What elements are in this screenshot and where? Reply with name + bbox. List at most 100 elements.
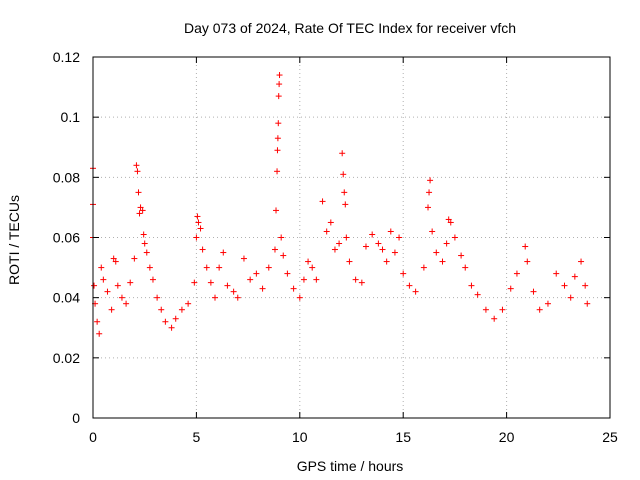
data-point [284,270,291,277]
data-point [98,264,105,271]
data-point [134,168,141,175]
data-point [278,234,285,241]
data-point [274,135,281,142]
data-point [224,282,231,289]
data-point [491,315,498,322]
data-point [429,228,436,235]
data-point [216,264,223,271]
data-point [265,264,272,271]
x-axis-label: GPS time / hours [297,458,404,474]
data-point [406,282,413,289]
data-point [522,243,529,250]
data-point [247,276,254,283]
data-point [191,279,198,286]
data-point [240,255,247,262]
data-point [112,258,119,265]
data-point [158,306,165,313]
data-point [274,147,281,154]
data-point [197,225,204,232]
data-point [358,279,365,286]
data-point [468,282,475,289]
data-point [343,234,350,241]
data-point [336,240,343,247]
data-point [507,285,514,292]
data-point [275,120,282,127]
data-point [462,264,469,271]
data-point [195,219,202,226]
data-point [567,294,574,301]
data-point [136,210,143,217]
data-point [426,189,433,196]
x-tick-label: 10 [292,429,308,445]
data-point [396,234,403,241]
data-point [383,258,390,265]
data-point [114,282,121,289]
data-point [108,306,115,313]
data-point [561,282,568,289]
chart-title: Day 073 of 2024, Rate Of TEC Index for r… [184,20,516,36]
scatter-points [90,72,591,337]
data-point [110,255,117,262]
data-point [135,189,142,196]
y-tick-label: 0 [72,410,80,426]
x-tick-label: 25 [602,429,618,445]
data-point [300,276,307,283]
data-point [342,201,349,208]
data-point [193,234,200,241]
data-point [162,318,169,325]
data-point [253,270,260,277]
y-tick-label: 0.06 [53,230,80,246]
y-tick-label: 0.02 [53,350,80,366]
data-point [230,288,237,295]
data-point [100,276,107,283]
data-point [104,288,111,295]
data-point [133,162,140,169]
data-point [323,228,330,235]
data-point [234,294,241,301]
axis-ticks [92,56,611,419]
data-point [341,189,348,196]
data-point [139,207,146,214]
data-point [379,246,386,253]
y-tick-label: 0.04 [53,290,80,306]
data-point [362,243,369,250]
data-point [513,270,520,277]
y-tick-label: 0.12 [53,49,80,65]
data-point [290,285,297,292]
data-point [420,264,427,271]
data-point [571,273,578,280]
data-point [212,294,219,301]
data-point [412,288,419,295]
grid [93,57,610,418]
data-point [499,306,506,313]
data-point [185,300,192,307]
data-point [474,291,481,298]
y-tick-label: 0.1 [61,109,81,125]
x-tick-label: 5 [193,429,201,445]
data-point [141,240,148,247]
data-point [305,258,312,265]
data-point [203,264,210,271]
data-point [327,219,334,226]
data-point [259,285,266,292]
data-point [123,300,130,307]
data-point [178,306,185,313]
data-point [375,240,382,247]
y-axis-label: ROTI / TECUs [6,195,22,285]
data-point [447,219,454,226]
data-point [207,279,214,286]
data-point [443,240,450,247]
data-point [309,264,316,271]
data-point [582,282,589,289]
data-point [313,276,320,283]
data-point [553,270,560,277]
data-point [137,204,144,211]
data-point [91,282,98,289]
data-point [127,279,134,286]
data-point [149,276,156,283]
data-point [118,294,125,301]
data-point [425,204,432,211]
data-point [352,276,359,283]
data-point [168,324,175,331]
